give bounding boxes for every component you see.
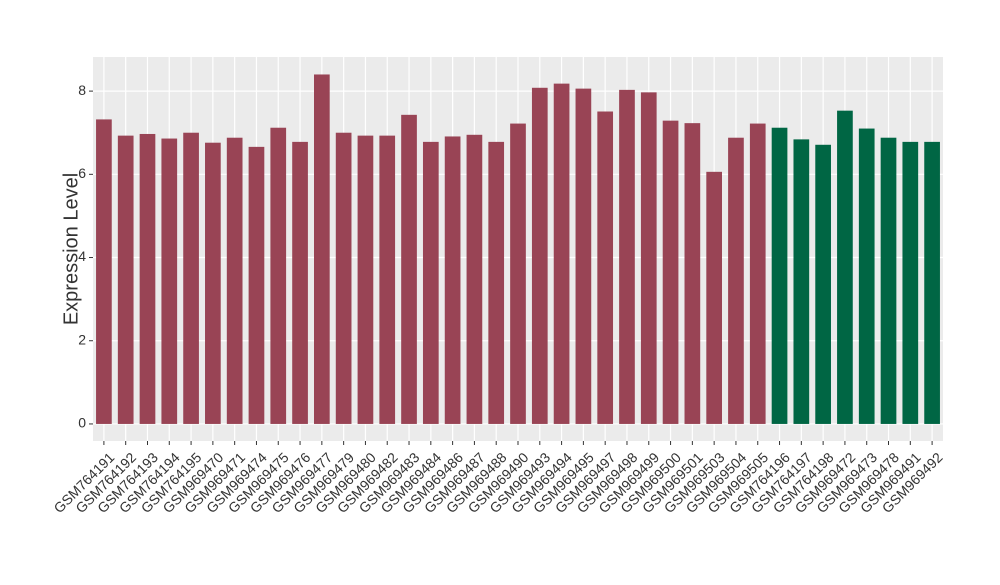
bar	[728, 137, 744, 424]
bar	[314, 74, 330, 424]
y-axis-label: Expression Level	[60, 173, 82, 325]
bar	[531, 87, 548, 424]
bar	[640, 92, 657, 424]
bar	[139, 133, 156, 424]
bar	[706, 171, 722, 424]
bar	[684, 123, 701, 424]
bar	[771, 127, 788, 424]
bar	[880, 137, 897, 424]
bar	[248, 146, 265, 424]
bar	[837, 110, 853, 424]
bar	[597, 111, 614, 424]
bar	[466, 134, 483, 424]
bar	[902, 141, 919, 424]
bar	[924, 141, 940, 424]
bar	[749, 123, 766, 424]
bar	[662, 120, 679, 424]
y-tick-label: 2	[78, 331, 86, 347]
y-tick-label: 0	[78, 415, 86, 431]
y-tick-label: 4	[78, 248, 86, 264]
bar	[357, 135, 374, 424]
bar	[292, 141, 308, 424]
y-tick-label: 6	[78, 165, 86, 181]
bar	[226, 137, 243, 424]
bar	[422, 141, 439, 424]
bar	[575, 88, 592, 424]
y-tick-label: 8	[78, 82, 86, 98]
bar	[619, 89, 635, 424]
bar	[270, 127, 287, 424]
bar	[183, 132, 199, 424]
bar	[444, 136, 461, 424]
bar	[553, 83, 570, 424]
bar	[335, 132, 352, 424]
bar	[793, 139, 810, 424]
bar	[205, 142, 221, 424]
bar	[858, 128, 875, 424]
bar	[488, 141, 505, 424]
bar	[379, 135, 396, 424]
bar	[510, 123, 526, 424]
bar	[401, 114, 417, 424]
bar	[96, 119, 112, 424]
bar	[117, 135, 134, 424]
bar	[815, 144, 831, 424]
bar	[161, 138, 178, 424]
